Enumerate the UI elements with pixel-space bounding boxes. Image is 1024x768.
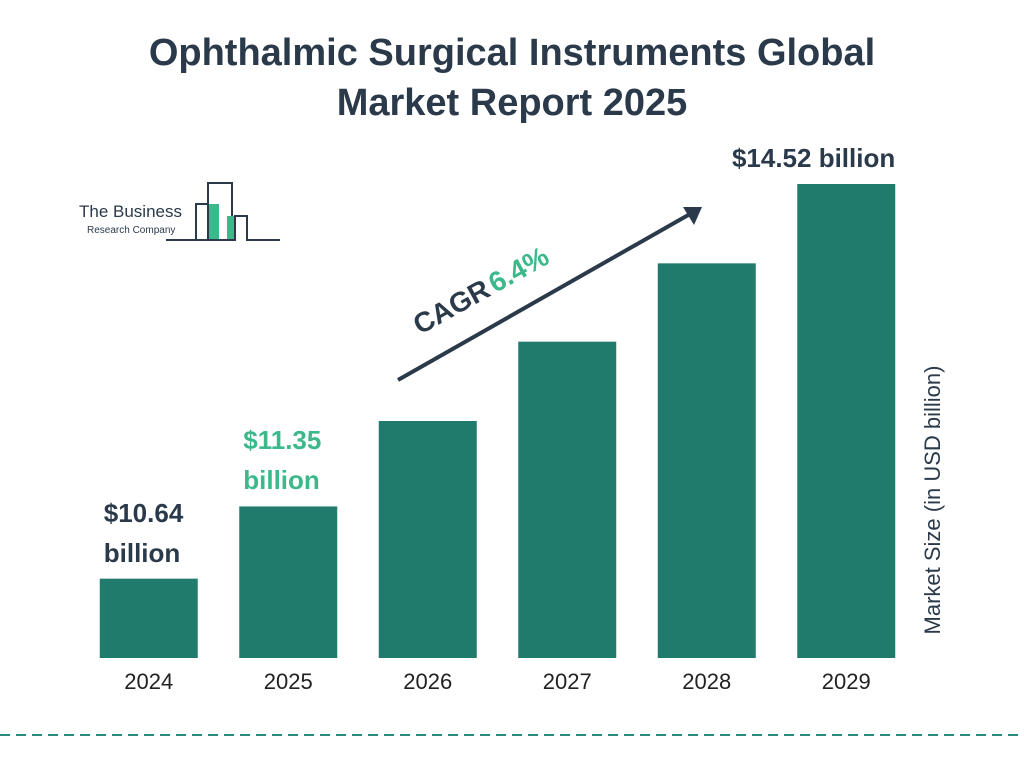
logo-text: The Business — [79, 202, 182, 221]
value-label: $11.35 billion — [243, 425, 322, 496]
bar — [378, 421, 477, 658]
x-tick-label: 2025 — [264, 669, 313, 694]
bar — [239, 506, 338, 658]
value-label: $14.52 billion — [731, 143, 896, 173]
value-label: $10.64 billion — [103, 497, 184, 568]
y-axis-label: Market Size (in USD billion) — [920, 366, 945, 635]
logo-subtext: Research Company — [87, 225, 175, 236]
x-tick-label: 2027 — [543, 669, 592, 694]
logo: The Business Research Company — [79, 182, 280, 241]
x-tick-label: 2024 — [124, 669, 173, 694]
chart-title: Ophthalmic Surgical Instruments Global M… — [148, 32, 876, 124]
bar — [657, 263, 756, 658]
cagr-arrow — [397, 212, 691, 382]
bar — [797, 184, 896, 658]
x-tick-label: 2029 — [822, 669, 871, 694]
bar — [518, 341, 617, 658]
cagr-value: 6.4% — [483, 240, 554, 298]
cagr: CAGR 6.4% — [408, 240, 554, 340]
x-tick-label: 2026 — [403, 669, 452, 694]
x-tick-label: 2028 — [682, 669, 731, 694]
bar — [99, 578, 198, 658]
cagr-arrowhead — [683, 207, 702, 225]
